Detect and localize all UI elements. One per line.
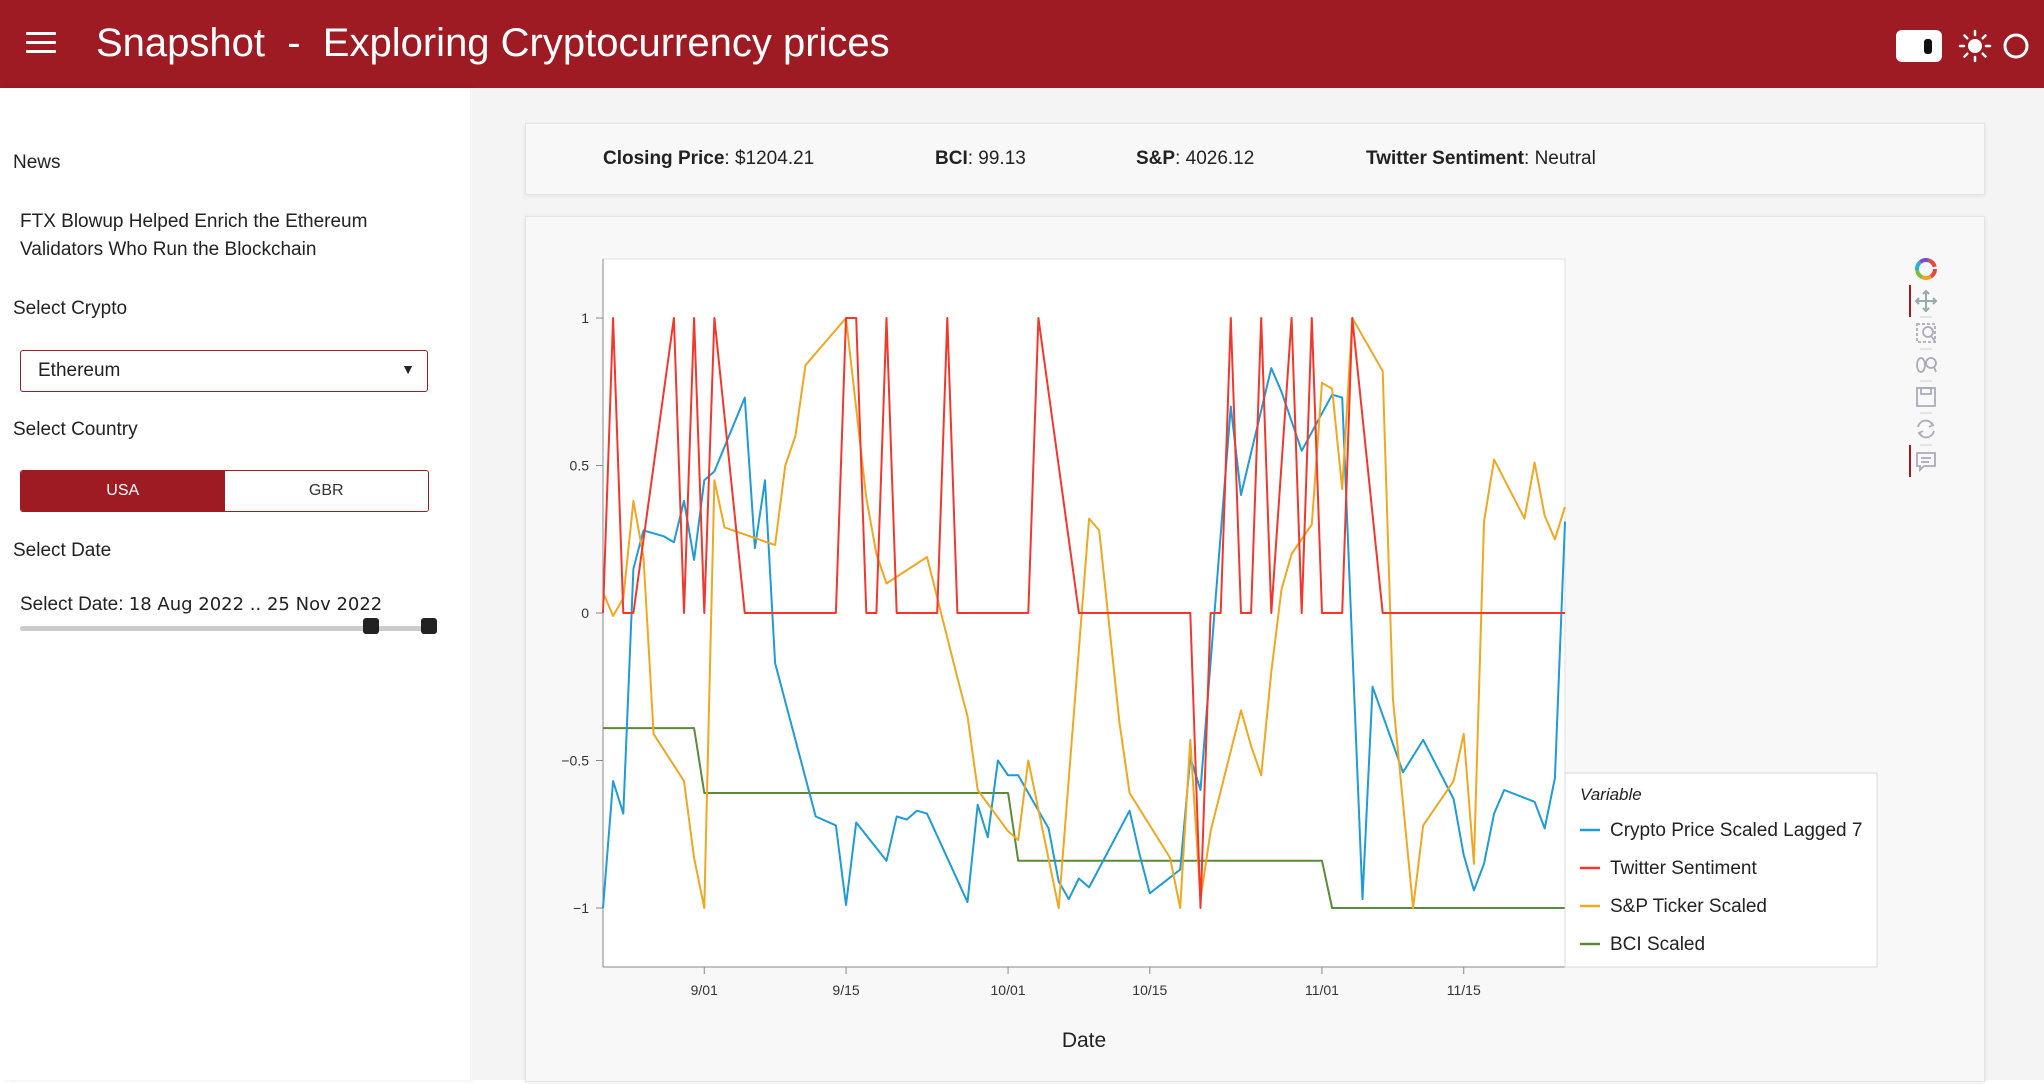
twitter-sentiment-stat: Twitter Sentiment: Neutral xyxy=(1366,148,1596,169)
y-tick-label: 1 xyxy=(581,310,589,326)
series-line-twitter-sentiment xyxy=(602,317,1565,909)
chart-toolbar xyxy=(1909,258,1938,477)
sun-icon[interactable] xyxy=(1955,28,2035,64)
x-tick-label: 9/15 xyxy=(832,982,859,998)
legend-item-label: Twitter Sentiment xyxy=(1610,858,1757,879)
country-toggle-group: USA GBR xyxy=(20,470,429,512)
crypto-select[interactable]: Ethereum ▼ xyxy=(20,350,428,392)
country-label: Select Country xyxy=(13,419,138,440)
news-label: News xyxy=(13,152,61,173)
date-slider-value: 18 Aug 2022 .. 25 Nov 2022 xyxy=(128,594,383,615)
x-tick-label: 11/15 xyxy=(1447,982,1481,998)
date-slider-end-handle[interactable] xyxy=(421,618,437,634)
date-range-slider[interactable] xyxy=(20,626,428,631)
y-tick-label: −1 xyxy=(573,900,589,916)
news-headline: FTX Blowup Helped Enrich the Ethereum Va… xyxy=(20,211,368,260)
legend-item-label: S&P Ticker Scaled xyxy=(1610,896,1767,917)
date-slider-label: Select Date: 18 Aug 2022 .. 25 Nov 2022 xyxy=(20,594,382,616)
chart-card: 1 0.5 0 −0.5 −1 9/01 9/15 10/01 10/15 11/01 11/15… xyxy=(525,216,1985,1082)
y-tick-label: 0.5 xyxy=(570,458,590,474)
bokeh-logo-icon[interactable] xyxy=(1915,258,1937,280)
x-tick-label: 10/15 xyxy=(1132,982,1167,998)
wheel-zoom-icon[interactable] xyxy=(1916,357,1937,373)
save-icon[interactable] xyxy=(1916,387,1936,407)
sp-stat: S&P: 4026.12 xyxy=(1136,148,1255,169)
hover-icon[interactable] xyxy=(1916,452,1936,473)
legend-title: Variable xyxy=(1580,785,1642,804)
legend-item-label: Crypto Price Scaled Lagged 7 xyxy=(1610,820,1862,841)
x-tick-label: 9/01 xyxy=(691,982,718,998)
x-axis-label: Date xyxy=(1062,1029,1106,1052)
series-line-crypto-price-scaled-lagged-7 xyxy=(602,367,1566,909)
reset-icon[interactable] xyxy=(1917,419,1935,439)
chart-legend: Variable Crypto Price Scaled Lagged 7 Twi… xyxy=(1564,772,1878,968)
box-zoom-icon[interactable] xyxy=(1916,323,1936,343)
y-tick-label: −0.5 xyxy=(561,753,589,769)
series-line-s-p-ticker-scaled xyxy=(602,317,1566,909)
app-title: Snapshot - Exploring Cryptocurrency pric… xyxy=(96,21,890,65)
legend-box xyxy=(1564,772,1878,968)
crypto-label: Select Crypto xyxy=(13,298,128,319)
x-tick-label: 11/01 xyxy=(1305,982,1339,998)
date-slider-start-handle[interactable] xyxy=(363,618,379,634)
date-label: Select Date xyxy=(13,540,112,561)
legend-item-label: BCI Scaled xyxy=(1610,934,1705,955)
stats-card: Closing Price: $1204.21 BCI: 99.13 S&P: … xyxy=(525,123,1985,195)
sidebar: News FTX Blowup Helped Enrich the Ethere… xyxy=(0,88,471,1080)
crypto-select-value: Ethereum xyxy=(38,360,121,381)
y-tick-label: 0 xyxy=(581,605,589,621)
closing-price-stat: Closing Price: $1204.21 xyxy=(603,148,815,169)
date-slider-prefix: Select Date: xyxy=(20,594,124,615)
country-button-gbr[interactable]: GBR xyxy=(224,471,428,511)
hamburger-icon[interactable] xyxy=(26,32,56,54)
country-button-usa[interactable]: USA xyxy=(21,471,225,511)
series-line-bci-scaled xyxy=(603,727,1565,909)
bci-stat: BCI: 99.13 xyxy=(935,148,1026,169)
line-chart[interactable]: 1 0.5 0 −0.5 −1 9/01 9/15 10/01 10/15 11/01 11/15… xyxy=(526,217,1984,1079)
toggle-icon[interactable] xyxy=(1896,30,1942,62)
chevron-down-icon: ▼ xyxy=(401,361,415,377)
pan-icon[interactable] xyxy=(1914,289,1938,313)
app-header: Snapshot - Exploring Cryptocurrency pric… xyxy=(0,0,2044,88)
x-tick-label: 10/01 xyxy=(991,982,1026,998)
